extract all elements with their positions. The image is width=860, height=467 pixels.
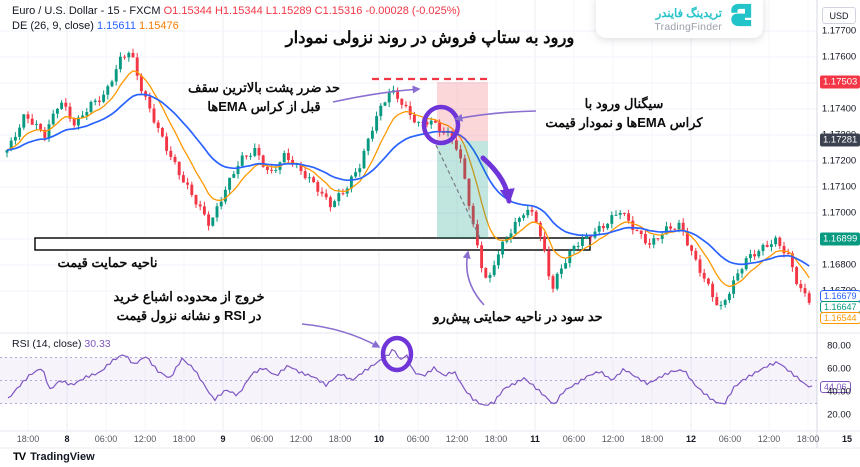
price-label: 1.16899: [820, 232, 860, 246]
rsi-axis-label: 40.00: [827, 386, 851, 398]
brand-name-fa: تریدینگ فایندر: [655, 7, 722, 20]
rsi-label: RSI (14, close): [12, 338, 82, 350]
indicator-legend[interactable]: DE (26, 9, close) 1.15611 1.15476: [12, 20, 179, 32]
tradingview-logo[interactable]: TV TradingView: [13, 451, 95, 463]
price-label: 1.17503: [820, 75, 860, 89]
rsi-axis-label: 60.00: [827, 363, 851, 375]
price-label: 1.17100: [821, 181, 857, 193]
rsi-value: 30.33: [84, 338, 111, 350]
time-label: 12:00: [133, 434, 157, 444]
annotation-entry-line2: کراس EMAها و نمودار قیمت: [545, 114, 703, 130]
time-label: 06:00: [250, 434, 274, 444]
price-label: 1.16544: [820, 312, 860, 324]
price-label: 1.17600: [821, 51, 857, 63]
brand-text: تریدینگ فایندر TradingFinder: [654, 8, 722, 33]
time-label: 15: [841, 434, 853, 444]
tradingview-logo-text: TradingView: [30, 451, 95, 463]
indicator-value-2: 1.15476: [139, 20, 179, 32]
time-label: 18:00: [328, 434, 352, 444]
rsi-legend[interactable]: RSI (14, close) 30.33: [12, 338, 111, 350]
time-label: 06:00: [562, 434, 586, 444]
rsi-axis-label: 44.06: [820, 381, 851, 394]
brand-watermark[interactable]: تریدینگ فایندر TradingFinder: [596, 0, 763, 38]
page-title: ورود به ستاپ فروش در روند نزولی نمودار: [285, 29, 575, 47]
annotation-stop-loss: حد ضرر پشت بالاترین سقف قبل از کراس EMAه…: [178, 79, 350, 117]
time-label: 18:00: [796, 434, 820, 444]
indicator-value-1: 1.15611: [96, 20, 136, 32]
time-label: 18:00: [484, 434, 508, 444]
annotation-support-zone: ناحیه حمایت قیمت: [57, 255, 158, 270]
tradingview-mark-icon: TV: [13, 451, 26, 463]
time-label: 06:00: [94, 434, 118, 444]
time-label: 12:00: [445, 434, 469, 444]
time-label: 12:00: [601, 434, 625, 444]
ohlc-values: O1.15344 H1.15344 L1.15289 C1.15316 -0.0…: [163, 5, 461, 17]
time-label: 11: [530, 434, 540, 444]
annotation-take-profit: حد سود در ناحیه حمایتی پیش‌رو: [433, 309, 603, 324]
annotation-entry-line1: سیگنال ورود با: [584, 96, 664, 111]
time-label: 18:00: [172, 434, 196, 444]
time-label: 06:00: [718, 434, 742, 444]
price-label: 1.17281: [820, 133, 860, 147]
time-label: 18:00: [640, 434, 664, 444]
time-label: 12:00: [289, 434, 313, 444]
rsi-axis-label: 80.00: [827, 340, 851, 352]
time-label: 8: [64, 434, 70, 444]
price-label: 1.17700: [821, 25, 857, 37]
rsi-axis-label: 20.00: [827, 409, 851, 421]
brand-name-en: TradingFinder: [654, 20, 722, 33]
currency-button[interactable]: USD: [822, 7, 856, 24]
tradingfinder-logo-icon: [729, 2, 753, 33]
price-label: 1.17200: [821, 155, 857, 167]
price-label: 1.17000: [821, 207, 857, 219]
symbol-legend[interactable]: Euro / U.S. Dollar - 15 - FXCM O1.15344 …: [12, 5, 460, 17]
annotation-stop-loss-line1: حد ضرر پشت بالاترین سقف: [187, 80, 340, 95]
time-label: 18:00: [16, 434, 40, 444]
time-label: 06:00: [406, 434, 430, 444]
rsi-pane[interactable]: [0, 333, 817, 431]
annotation-rsi-exit-line1: خروج از محدوده اشباع خرید: [113, 289, 265, 304]
time-label: 9: [220, 434, 226, 444]
price-label: 1.17400: [821, 103, 857, 115]
annotation-rsi-exit: خروج از محدوده اشباع خرید در RSI و نشانه…: [68, 288, 310, 326]
indicator-name: DE (26, 9, close): [12, 20, 94, 32]
time-label: 12: [685, 434, 697, 444]
annotation-rsi-exit-line2: در RSI و نشانه نزول قیمت: [116, 307, 262, 323]
time-label: 12:00: [757, 434, 781, 444]
annotation-entry-signal: سیگنال ورود با کراس EMAها و نمودار قیمت: [533, 95, 715, 133]
time-label: 10: [373, 434, 385, 444]
annotation-stop-loss-line2: قبل از کراس EMAها: [207, 98, 321, 114]
symbol-title: Euro / U.S. Dollar - 15 - FXCM: [12, 5, 161, 17]
price-label: 1.16800: [821, 259, 857, 271]
